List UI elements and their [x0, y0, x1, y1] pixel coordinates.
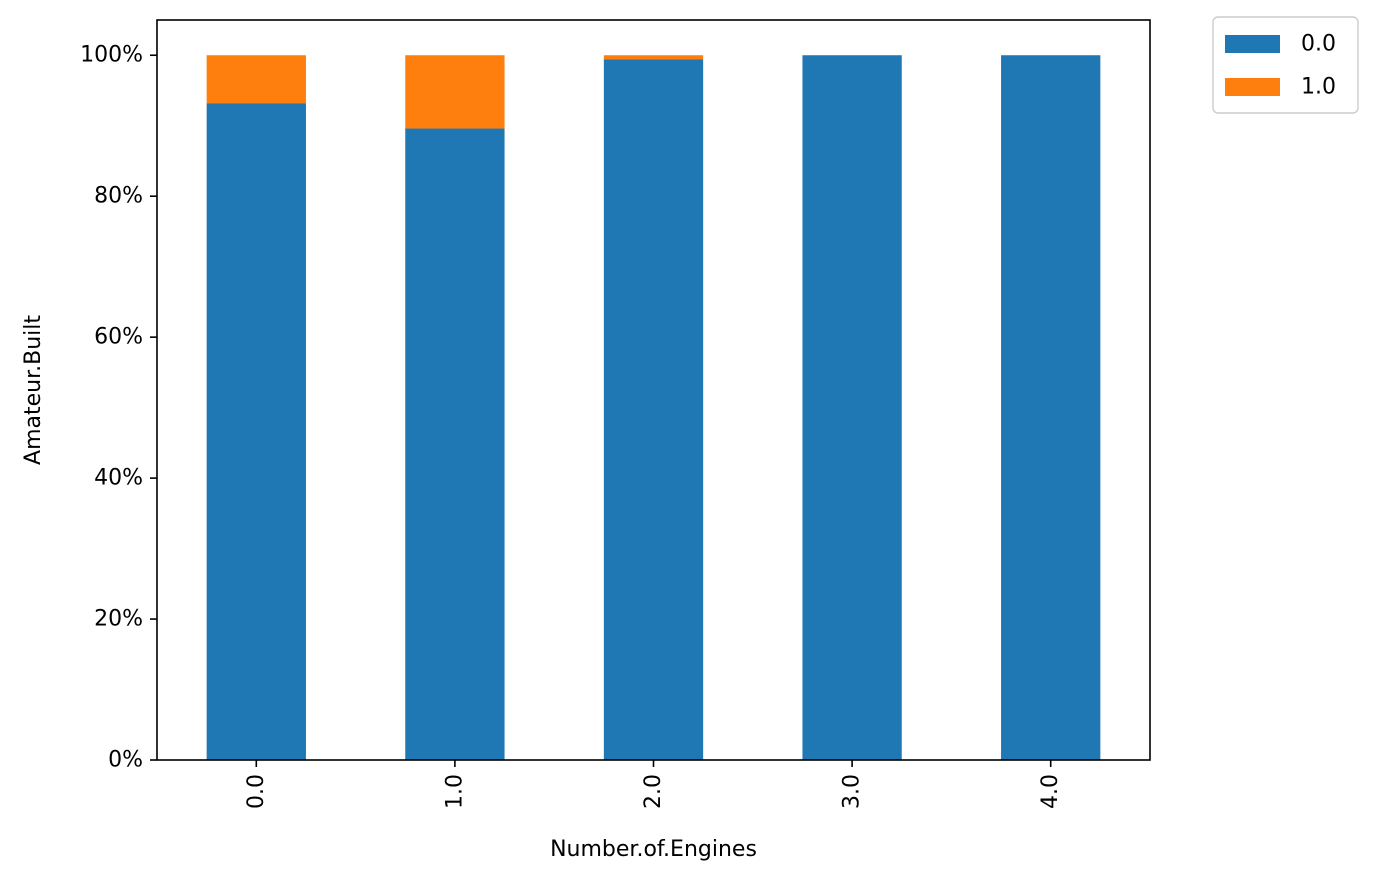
legend-box: [1212, 16, 1359, 114]
x-tick-label: 2.0: [641, 774, 666, 809]
x-tick-label: 0.0: [244, 774, 269, 809]
y-tick-label: 40%: [94, 466, 143, 491]
x-tick-label: 1.0: [442, 774, 467, 809]
y-axis: 0% 20% 40% 60% 80% 100%: [80, 43, 157, 773]
x-axis: 0.0 1.0 2.0 3.0 4.0: [244, 760, 1063, 809]
y-tick-label: 60%: [94, 325, 143, 350]
y-axis-label: Amateur.Built: [21, 315, 46, 465]
bar-series-0-category-2: [603, 59, 704, 760]
bar-series-1-category-0: [206, 55, 306, 104]
legend: 0.0 1.0: [1212, 16, 1359, 114]
y-tick-label: 0%: [108, 748, 143, 773]
bar-series-0-category-1: [405, 128, 505, 761]
x-tick-label: 4.0: [1038, 774, 1063, 809]
bar-series-1-category-2: [603, 55, 704, 60]
y-tick-label: 100%: [80, 43, 143, 68]
legend-swatch-1: [1225, 78, 1280, 96]
bar-series-1-category-1: [405, 55, 505, 129]
legend-label-1: 1.0: [1301, 75, 1336, 100]
x-tick-label: 3.0: [840, 774, 865, 809]
plot-area: [156, 19, 1151, 761]
x-axis-label: Number.of.Engines: [550, 837, 757, 862]
y-tick-label: 20%: [94, 607, 143, 632]
bar-series-0-category-0: [206, 103, 306, 760]
bar-series-0-category-4: [1001, 55, 1101, 760]
legend-swatch-0: [1225, 35, 1280, 53]
y-tick-label: 80%: [94, 184, 143, 209]
bar-series-0-category-3: [802, 55, 902, 760]
legend-label-0: 0.0: [1301, 32, 1336, 57]
